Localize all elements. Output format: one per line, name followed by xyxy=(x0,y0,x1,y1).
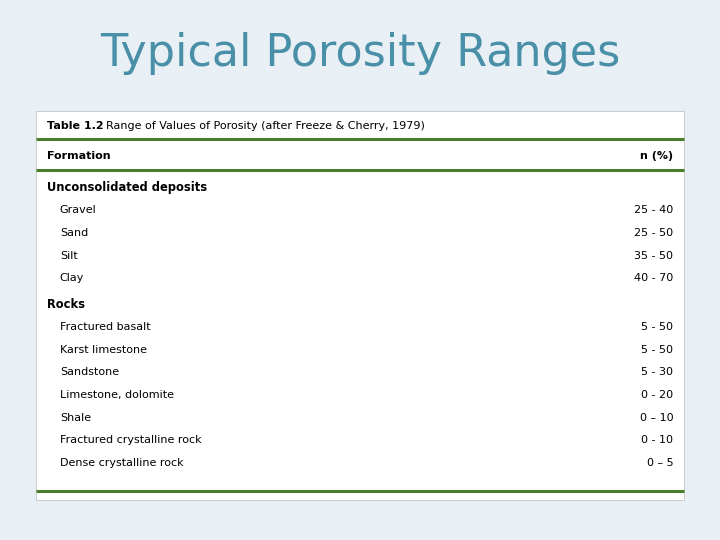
Text: 25 - 40: 25 - 40 xyxy=(634,205,673,215)
Text: 5 - 30: 5 - 30 xyxy=(642,367,673,377)
Text: Typical Porosity Ranges: Typical Porosity Ranges xyxy=(100,32,620,76)
Text: Shale: Shale xyxy=(60,413,91,423)
Text: 0 - 10: 0 - 10 xyxy=(642,435,673,445)
FancyBboxPatch shape xyxy=(36,111,684,500)
Text: Rocks: Rocks xyxy=(47,298,85,310)
Text: 5 - 50: 5 - 50 xyxy=(642,345,673,354)
Text: 0 – 5: 0 – 5 xyxy=(647,458,673,468)
Text: Fractured basalt: Fractured basalt xyxy=(60,322,150,332)
Text: n (%): n (%) xyxy=(640,151,673,161)
Text: Range of Values of Porosity (after Freeze & Cherry, 1979): Range of Values of Porosity (after Freez… xyxy=(99,121,426,131)
Text: Unconsolidated deposits: Unconsolidated deposits xyxy=(47,181,207,194)
Text: 5 - 50: 5 - 50 xyxy=(642,322,673,332)
Text: Silt: Silt xyxy=(60,251,78,261)
Text: 25 - 50: 25 - 50 xyxy=(634,228,673,238)
Text: Clay: Clay xyxy=(60,273,84,284)
Text: 40 - 70: 40 - 70 xyxy=(634,273,673,284)
Text: Sandstone: Sandstone xyxy=(60,367,119,377)
Text: Fractured crystalline rock: Fractured crystalline rock xyxy=(60,435,202,445)
Text: Limestone, dolomite: Limestone, dolomite xyxy=(60,390,174,400)
Text: Formation: Formation xyxy=(47,151,110,161)
Text: Sand: Sand xyxy=(60,228,88,238)
Text: 0 - 20: 0 - 20 xyxy=(641,390,673,400)
Text: Table 1.2: Table 1.2 xyxy=(47,121,104,131)
Text: Dense crystalline rock: Dense crystalline rock xyxy=(60,458,184,468)
Text: 0 – 10: 0 – 10 xyxy=(639,413,673,423)
Text: Karst limestone: Karst limestone xyxy=(60,345,147,354)
Text: 35 - 50: 35 - 50 xyxy=(634,251,673,261)
Text: Gravel: Gravel xyxy=(60,205,96,215)
